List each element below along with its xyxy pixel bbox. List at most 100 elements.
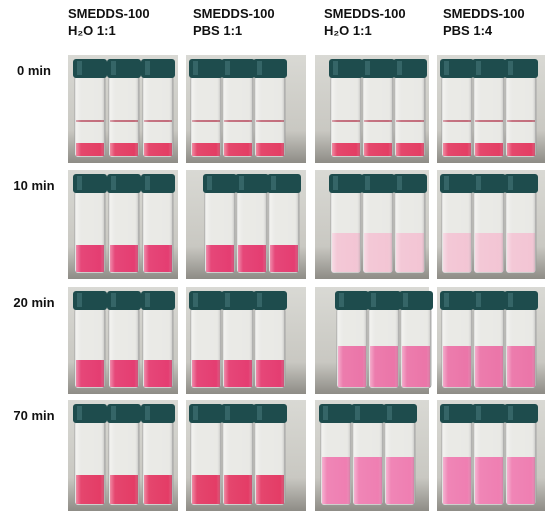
vial-glass [506, 308, 536, 388]
cap-highlight [239, 176, 244, 190]
cap-highlight [339, 293, 344, 307]
cap-highlight [365, 61, 370, 75]
column-header: H₂O 1:1 [324, 23, 372, 38]
vial-glass [75, 76, 105, 157]
vial-glass [75, 308, 105, 388]
vial-glass [321, 421, 351, 505]
vial-glass [191, 308, 221, 388]
cap-highlight [444, 61, 449, 75]
cap-highlight [111, 406, 116, 420]
cap-highlight [508, 61, 513, 75]
vial-glass [143, 308, 173, 388]
cap-highlight [476, 176, 481, 190]
vial-glass [109, 308, 139, 388]
vial-glass [506, 191, 536, 273]
cap-highlight [145, 406, 150, 420]
vial-glass [474, 308, 504, 388]
cap-highlight [365, 176, 370, 190]
column-header: H₂O 1:1 [68, 23, 116, 38]
vial-glass [223, 76, 253, 157]
cap-highlight [145, 293, 150, 307]
column-header: SMEDDS-100 [324, 6, 406, 21]
cap-highlight [77, 293, 82, 307]
cap-highlight [77, 61, 82, 75]
cap-highlight [225, 293, 230, 307]
vial-glass [395, 76, 425, 157]
column-header: PBS 1:4 [443, 23, 493, 38]
vial-glass [191, 421, 221, 505]
vial-glass [255, 421, 285, 505]
column-header: PBS 1:1 [193, 23, 242, 38]
cap-highlight [77, 406, 82, 420]
vial-glass [109, 191, 139, 273]
vial-glass [363, 76, 393, 157]
cap-highlight [225, 61, 230, 75]
cap-highlight [257, 406, 262, 420]
cap-highlight [508, 293, 513, 307]
cap-highlight [111, 293, 116, 307]
row-label: 20 min [13, 295, 54, 310]
vial-glass [223, 421, 253, 505]
vial-glass [143, 191, 173, 273]
column-header: SMEDDS-100 [68, 6, 150, 21]
vial-glass [369, 308, 399, 388]
vial-glass [474, 76, 504, 157]
vial-glass [506, 421, 536, 505]
vial-glass [401, 308, 431, 388]
vial-glass [269, 191, 299, 273]
cap-highlight [193, 293, 198, 307]
cap-highlight [333, 61, 338, 75]
cap-highlight [397, 61, 402, 75]
cap-highlight [77, 176, 82, 190]
row-label: 70 min [13, 408, 54, 423]
vial-glass [75, 421, 105, 505]
vial-glass [474, 421, 504, 505]
vial-glass [75, 191, 105, 273]
cap-highlight [508, 176, 513, 190]
vial-glass [143, 421, 173, 505]
cap-highlight [333, 176, 338, 190]
vial-glass [237, 191, 267, 273]
cap-highlight [257, 293, 262, 307]
cap-highlight [355, 406, 360, 420]
cap-highlight [444, 176, 449, 190]
vial-glass [191, 76, 221, 157]
vial-glass [442, 308, 472, 388]
column-header: SMEDDS-100 [443, 6, 525, 21]
cap-highlight [444, 406, 449, 420]
cap-highlight [476, 293, 481, 307]
vial-glass [442, 191, 472, 273]
cap-highlight [193, 406, 198, 420]
cap-highlight [225, 406, 230, 420]
vial-glass [363, 191, 393, 273]
vial-glass [143, 76, 173, 157]
vial-glass [109, 421, 139, 505]
row-label: 10 min [13, 178, 54, 193]
vial-glass [395, 191, 425, 273]
vial-glass [442, 76, 472, 157]
vial-glass [109, 76, 139, 157]
cap-highlight [111, 176, 116, 190]
cap-highlight [403, 293, 408, 307]
vial-glass [331, 191, 361, 273]
vial-glass [474, 191, 504, 273]
cap-highlight [444, 293, 449, 307]
cap-highlight [476, 406, 481, 420]
vial-glass [223, 308, 253, 388]
vial-glass [337, 308, 367, 388]
cap-highlight [387, 406, 392, 420]
cap-highlight [397, 176, 402, 190]
cap-highlight [476, 61, 481, 75]
cap-highlight [371, 293, 376, 307]
labels: 0 min 10 min 20 min 70 min SMEDDS-100 H₂O 1:1… [13, 6, 524, 423]
photo-grid [68, 55, 545, 511]
vial-glass [255, 76, 285, 157]
row-label: 0 min [17, 63, 51, 78]
column-header: SMEDDS-100 [193, 6, 275, 21]
cap-highlight [207, 176, 212, 190]
cap-highlight [193, 61, 198, 75]
cap-highlight [323, 406, 328, 420]
cap-highlight [111, 61, 116, 75]
vial-glass [506, 76, 536, 157]
cap-highlight [508, 406, 513, 420]
